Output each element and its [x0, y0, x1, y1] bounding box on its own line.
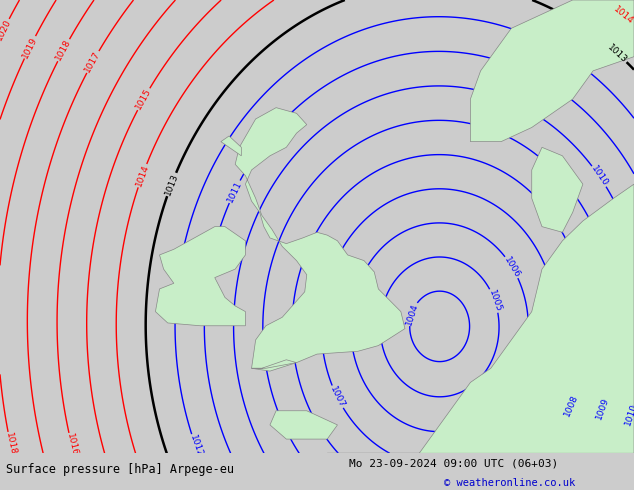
- Text: 1011: 1011: [226, 179, 243, 204]
- Text: 1016: 1016: [65, 433, 79, 457]
- Text: 1010: 1010: [589, 164, 609, 188]
- Text: Surface pressure [hPa] Arpege-eu: Surface pressure [hPa] Arpege-eu: [6, 463, 235, 476]
- Polygon shape: [252, 360, 297, 368]
- Text: 1007: 1007: [328, 385, 346, 409]
- Text: 1010: 1010: [624, 402, 634, 426]
- Text: 1014: 1014: [611, 5, 634, 26]
- Polygon shape: [532, 147, 583, 232]
- Text: © weatheronline.co.uk: © weatheronline.co.uk: [444, 478, 575, 489]
- Text: 1006: 1006: [502, 255, 522, 279]
- Text: 1020: 1020: [0, 18, 13, 42]
- Text: 1018: 1018: [4, 432, 17, 456]
- Polygon shape: [235, 108, 405, 371]
- Text: 1013: 1013: [606, 43, 629, 65]
- Polygon shape: [155, 226, 245, 326]
- Text: 1018: 1018: [54, 38, 73, 62]
- Text: 1019: 1019: [21, 35, 39, 60]
- Text: 1012: 1012: [188, 434, 204, 458]
- Text: 1013: 1013: [163, 172, 180, 197]
- Text: 1017: 1017: [83, 49, 102, 74]
- Text: 1008: 1008: [562, 393, 580, 417]
- Text: 1015: 1015: [134, 87, 153, 111]
- Text: 1005: 1005: [487, 288, 503, 313]
- Polygon shape: [470, 0, 634, 142]
- Text: 1004: 1004: [404, 302, 420, 326]
- Text: 1009: 1009: [594, 395, 611, 420]
- Text: Mo 23-09-2024 09:00 UTC (06+03): Mo 23-09-2024 09:00 UTC (06+03): [349, 459, 558, 468]
- Polygon shape: [327, 184, 634, 453]
- Polygon shape: [270, 411, 337, 439]
- Text: 1014: 1014: [134, 163, 150, 188]
- Polygon shape: [221, 136, 242, 156]
